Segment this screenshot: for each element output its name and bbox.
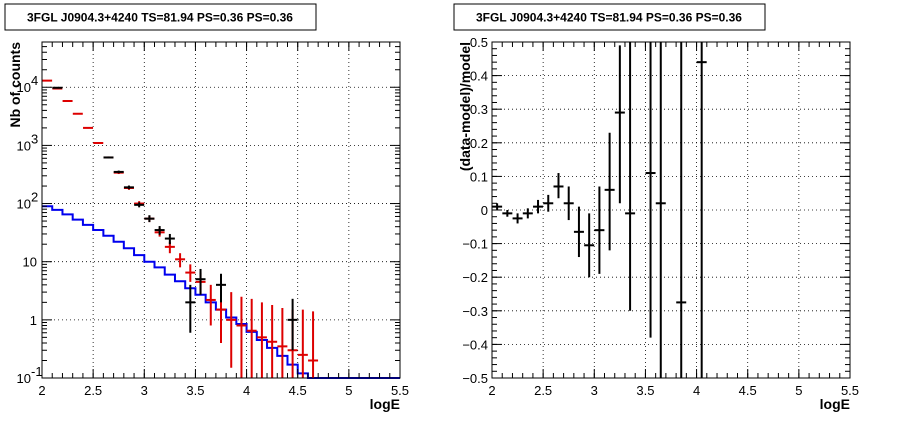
right-x-tick-label: 5.5 — [841, 383, 859, 398]
right-y-tick-labels: −0.5 −0.4 −0.3 −0.2 −0.1 0 0.1 0.2 0.3 0.4 0.5 — [462, 35, 488, 386]
right-y-tick-label: 0.5 — [470, 35, 488, 50]
right-x-tick-labels: 2 2.5 3 3.5 4 4.5 5 5.5 — [488, 383, 859, 398]
right-x-tick-label: 3.5 — [636, 383, 654, 398]
left-y-tick-label: 10 — [23, 255, 37, 270]
right-y-tick-label: −0.1 — [462, 237, 488, 252]
right-x-tick-label: 4 — [693, 383, 700, 398]
left-chart-title: 3FGL J0904.3+4240 TS=81.94 PS=0.36 PS=0.… — [27, 11, 293, 25]
right-y-tick-label: 0.4 — [470, 69, 488, 84]
left-x-tick-label: 2.5 — [84, 383, 102, 398]
right-ticks — [491, 41, 851, 379]
right-x-tick-label: 2.5 — [534, 383, 552, 398]
left-x-tick-label: 3 — [141, 383, 148, 398]
left-y-tick-exponent: 3 — [31, 131, 38, 146]
right-x-tick-label: 5 — [795, 383, 802, 398]
right-grid — [492, 42, 850, 378]
left-x-tick-label: 4 — [243, 383, 250, 398]
left-y-tick-label: 1 — [30, 313, 37, 328]
left-x-tick-label: 2 — [38, 383, 45, 398]
left-x-tick-labels: 2 2.5 3 3.5 4 4.5 5 5.5 — [38, 383, 409, 398]
right-y-axis-label: (data-model)/model — [457, 42, 473, 171]
left-y-tick-label: 10 — [17, 197, 31, 212]
left-y-tick-label: 10 — [17, 80, 31, 95]
right-x-tick-label: 3 — [591, 383, 598, 398]
left-y-tick-label: 10 — [17, 371, 31, 386]
left-x-tick-label: 3.5 — [186, 383, 204, 398]
right-title-box — [453, 3, 766, 31]
left-ticks — [41, 41, 401, 379]
left-grid — [42, 42, 400, 378]
left-y-tick-exponent: 2 — [31, 190, 38, 205]
right-x-tick-label: 4.5 — [739, 383, 757, 398]
right-residual-points — [492, 42, 707, 378]
left-y-tick-label: 10 — [17, 138, 31, 153]
left-x-tick-label: 5.5 — [391, 383, 409, 398]
left-y-tick-exponent: 4 — [31, 73, 38, 88]
right-y-tick-label: 0.3 — [470, 102, 488, 117]
residual-chart: 3FGL J0904.3+4240 TS=81.94 PS=0.36 PS=0.… — [453, 3, 859, 412]
right-y-tick-label: 0.1 — [470, 169, 488, 184]
left-plot-frame — [41, 41, 401, 379]
counts-chart: 3FGL J0904.3+4240 TS=81.94 PS=0.36 PS=0.… — [4, 3, 409, 412]
right-y-tick-label: −0.2 — [462, 270, 488, 285]
left-x-tick-label: 4.5 — [289, 383, 307, 398]
left-y-axis-label: Nb of counts — [7, 42, 23, 128]
right-x-tick-label: 2 — [488, 383, 495, 398]
right-y-tick-label: 0.2 — [470, 136, 488, 151]
right-y-tick-label: −0.4 — [462, 337, 488, 352]
left-y-tick-exponent: -1 — [31, 364, 43, 379]
left-mc-points — [42, 79, 319, 378]
right-chart-title: 3FGL J0904.3+4240 TS=81.94 PS=0.36 PS=0.… — [476, 11, 742, 25]
right-y-tick-label: −0.3 — [462, 304, 488, 319]
right-y-tick-label: −0.5 — [462, 371, 488, 386]
left-data-points — [52, 86, 298, 351]
right-y-tick-label: 0 — [481, 203, 488, 218]
left-x-axis-label: logE — [370, 396, 400, 412]
left-x-tick-label: 5 — [345, 383, 352, 398]
left-title-box — [4, 3, 317, 31]
right-x-axis-label: logE — [820, 396, 850, 412]
